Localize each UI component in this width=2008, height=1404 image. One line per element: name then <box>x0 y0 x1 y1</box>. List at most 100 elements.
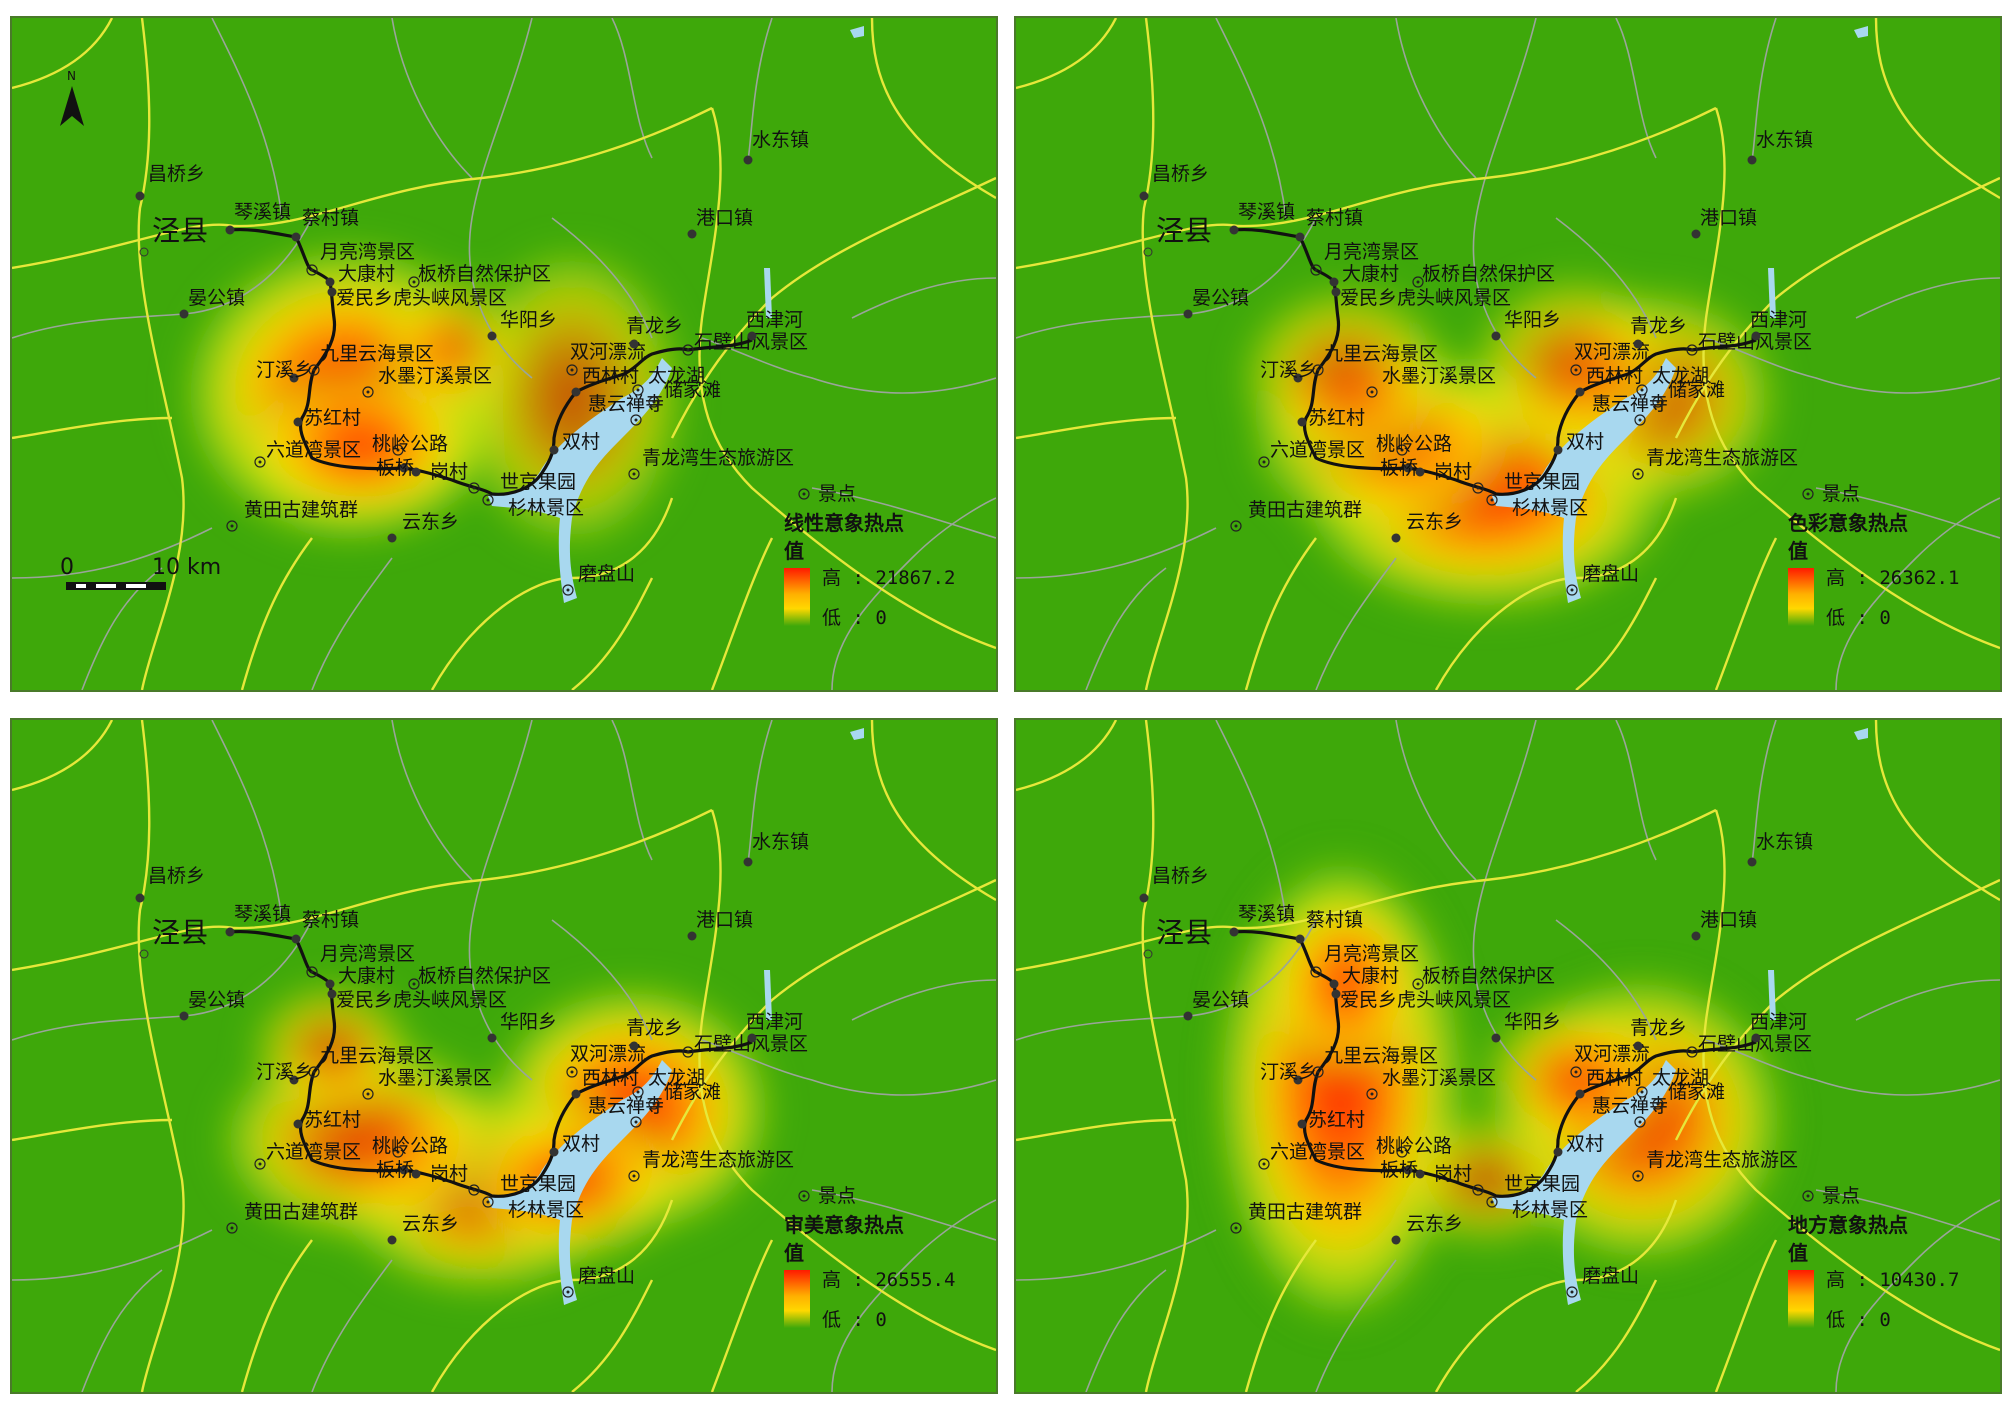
place-label-caicun: 蔡村镇 <box>1306 909 1363 931</box>
scenic-spot-icon <box>1396 1146 1408 1158</box>
place-label-qinglongwan: 青龙湾生态旅游区 <box>1646 1149 1798 1171</box>
minor-road <box>1815 487 2000 539</box>
major-road <box>698 809 996 1352</box>
scenic-spot-dot <box>1476 1188 1480 1192</box>
place-label-gangkou: 港口镇 <box>1700 207 1757 229</box>
place-label-chujia: 储家滩 <box>664 379 721 401</box>
place-label-xilin: 西林村 <box>582 1067 639 1089</box>
town-point <box>1415 1169 1425 1179</box>
scenic-spot-icon <box>1686 344 1698 356</box>
place-label-banqiao2: 板桥 <box>1380 1159 1418 1181</box>
place-label-liudao: 六道湾景区 <box>1270 439 1365 461</box>
scenic-spot-icon <box>226 520 238 532</box>
reservoir <box>1492 358 1676 603</box>
scenic-spot-icon <box>566 364 578 376</box>
town-point <box>1295 934 1305 944</box>
place-label-gangkou: 港口镇 <box>696 207 753 229</box>
river-segment <box>1768 268 1776 318</box>
minor-road <box>1815 1189 2000 1241</box>
town-point <box>1403 1165 1413 1175</box>
scenic-spot-dot <box>486 1200 490 1204</box>
county-seat-icon <box>139 949 149 959</box>
scenic-spot-icon <box>562 584 574 596</box>
scenic-spot-dot <box>258 460 262 464</box>
scale-zero: 0 <box>60 555 74 580</box>
place-label-qinglongwan: 青龙湾生态旅游区 <box>642 447 794 469</box>
town-point <box>1575 1089 1585 1099</box>
town-point <box>1139 893 1149 903</box>
town-point <box>1553 445 1563 455</box>
town-point <box>289 1075 299 1085</box>
county-seat-icon <box>1143 949 1153 959</box>
minor-road <box>851 979 996 1021</box>
place-label-gangkou: 港口镇 <box>1700 909 1757 931</box>
town-point <box>1331 989 1341 999</box>
minor-road <box>747 720 773 863</box>
place-label-suhong: 苏红村 <box>1308 407 1365 429</box>
town-point <box>743 155 753 165</box>
town-point <box>1575 387 1585 397</box>
scenic-spot-dot <box>1640 388 1644 392</box>
scenic-spot-icon <box>1632 468 1644 480</box>
place-label-banqiao: 板桥自然保护区 <box>418 965 551 987</box>
town-point <box>1329 277 1339 287</box>
scenic-spot-icon <box>362 1088 374 1100</box>
scenic-spot-icon <box>1312 364 1324 376</box>
scenic-spot-icon <box>1310 264 1322 276</box>
scenic-spot-icon <box>1230 520 1242 532</box>
town-point <box>571 387 581 397</box>
minor-road <box>211 720 283 921</box>
scenic-spot-icon <box>628 1170 640 1182</box>
major-road <box>1141 720 1189 1392</box>
place-label-shuimo: 水墨汀溪景区 <box>1382 1067 1496 1089</box>
town-point <box>325 979 335 989</box>
town-point <box>225 225 235 235</box>
major-road <box>670 878 996 1141</box>
scenic-spot-icon <box>648 396 660 408</box>
major-road <box>1674 176 2000 439</box>
scenic-spot-dot <box>472 486 476 490</box>
scenic-spot-icon <box>1258 456 1270 468</box>
major-road <box>698 107 996 650</box>
scenic-spot-dot <box>258 1162 262 1166</box>
major-road <box>12 106 713 270</box>
minor-road <box>551 919 653 1041</box>
county-label: 泾县 <box>1156 916 1212 949</box>
scenic-spot-icon <box>392 444 404 456</box>
river-segment <box>764 970 772 1020</box>
scenic-spot-dot <box>1400 1150 1404 1154</box>
county-label: 泾县 <box>152 214 208 247</box>
scenic-spot-dot <box>312 1070 316 1074</box>
scenic-spot-icon <box>1412 276 1424 288</box>
place-label-shuidong: 水东镇 <box>752 129 809 151</box>
place-label-banqiao2: 板桥 <box>1380 457 1418 479</box>
place-label-shuangcun: 双村 <box>562 1133 600 1155</box>
place-label-shuangcun: 双村 <box>1566 431 1604 453</box>
minor-road <box>831 497 996 690</box>
town-point <box>1297 417 1307 427</box>
place-label-banqiao: 板桥自然保护区 <box>418 263 551 285</box>
scenic-spot-icon <box>1312 1066 1324 1078</box>
reservoir <box>488 358 672 603</box>
place-label-yanggong: 晏公镇 <box>188 989 245 1011</box>
town-point <box>1391 533 1401 543</box>
place-label-huayang: 华阳乡 <box>500 1011 557 1033</box>
town-point <box>1183 309 1193 319</box>
scenic-spot-dot <box>396 448 400 452</box>
place-label-shibi: 石壁山风景区 <box>694 1033 808 1055</box>
scenic-spot-icon <box>1230 1222 1242 1234</box>
minor-road <box>1615 18 1657 159</box>
scenic-spot-dot <box>1638 1120 1642 1124</box>
scenic-spot-icon <box>1486 494 1498 506</box>
major-road <box>12 1118 173 1142</box>
scenic-spot-icon <box>1636 384 1648 396</box>
minor-road <box>12 1229 213 1281</box>
scenic-spot-icon <box>408 978 420 990</box>
legend-color-ramp <box>1788 1270 1814 1328</box>
scenic-spot-icon <box>308 1066 320 1078</box>
major-road <box>1874 18 2000 200</box>
place-label-taoling: 桃岭公路 <box>372 433 448 455</box>
